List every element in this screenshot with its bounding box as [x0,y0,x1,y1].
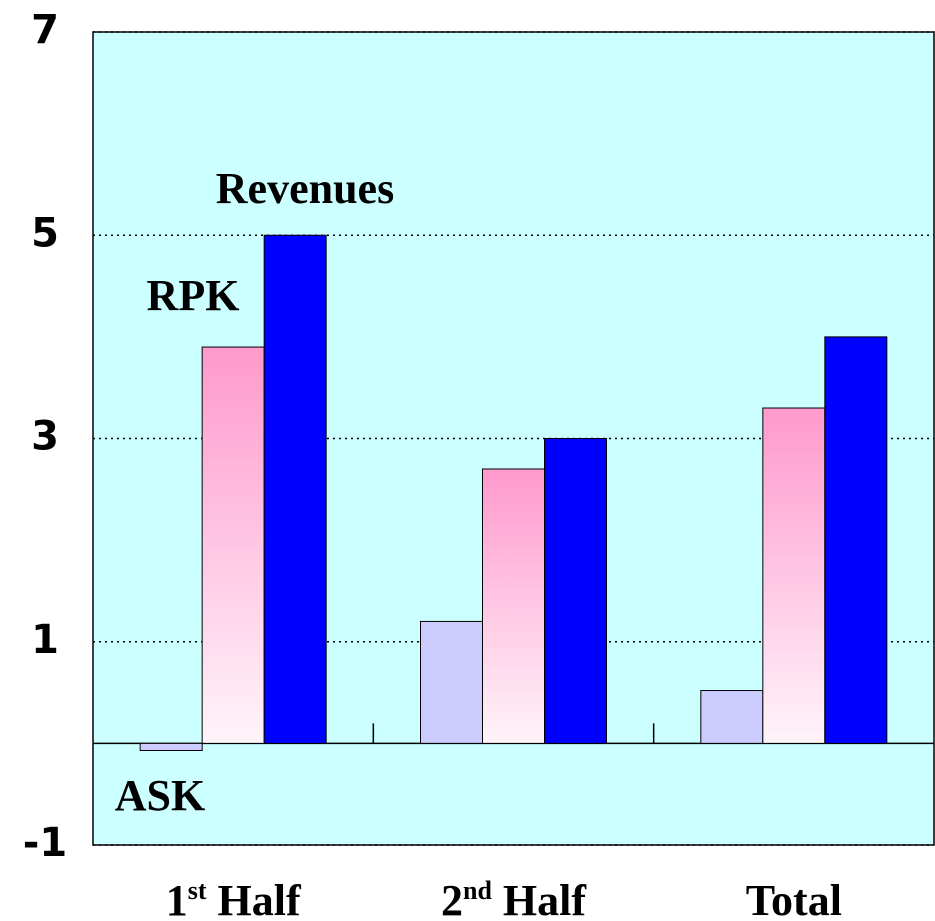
y-tick-label: -1 [23,820,67,866]
y-tick-label: 7 [31,7,59,53]
bar [139,742,203,751]
bar [420,620,483,744]
y-tick-label: 5 [31,210,59,256]
y-tick-label: 3 [31,414,59,460]
bar [482,468,545,744]
bar [700,690,764,744]
bar [762,407,826,744]
bar [263,234,327,744]
x-tick-label: 1st Half [166,876,302,921]
y-tick-label: 1 [31,617,59,663]
bar [201,346,265,744]
x-tick-label: Total [746,876,842,921]
x-tick-label: 2nd Half [441,876,587,921]
series-label: Revenues [216,164,394,213]
bar [824,336,888,744]
bar [544,438,607,744]
series-label: ASK [115,771,205,820]
series-label: RPK [147,271,240,320]
